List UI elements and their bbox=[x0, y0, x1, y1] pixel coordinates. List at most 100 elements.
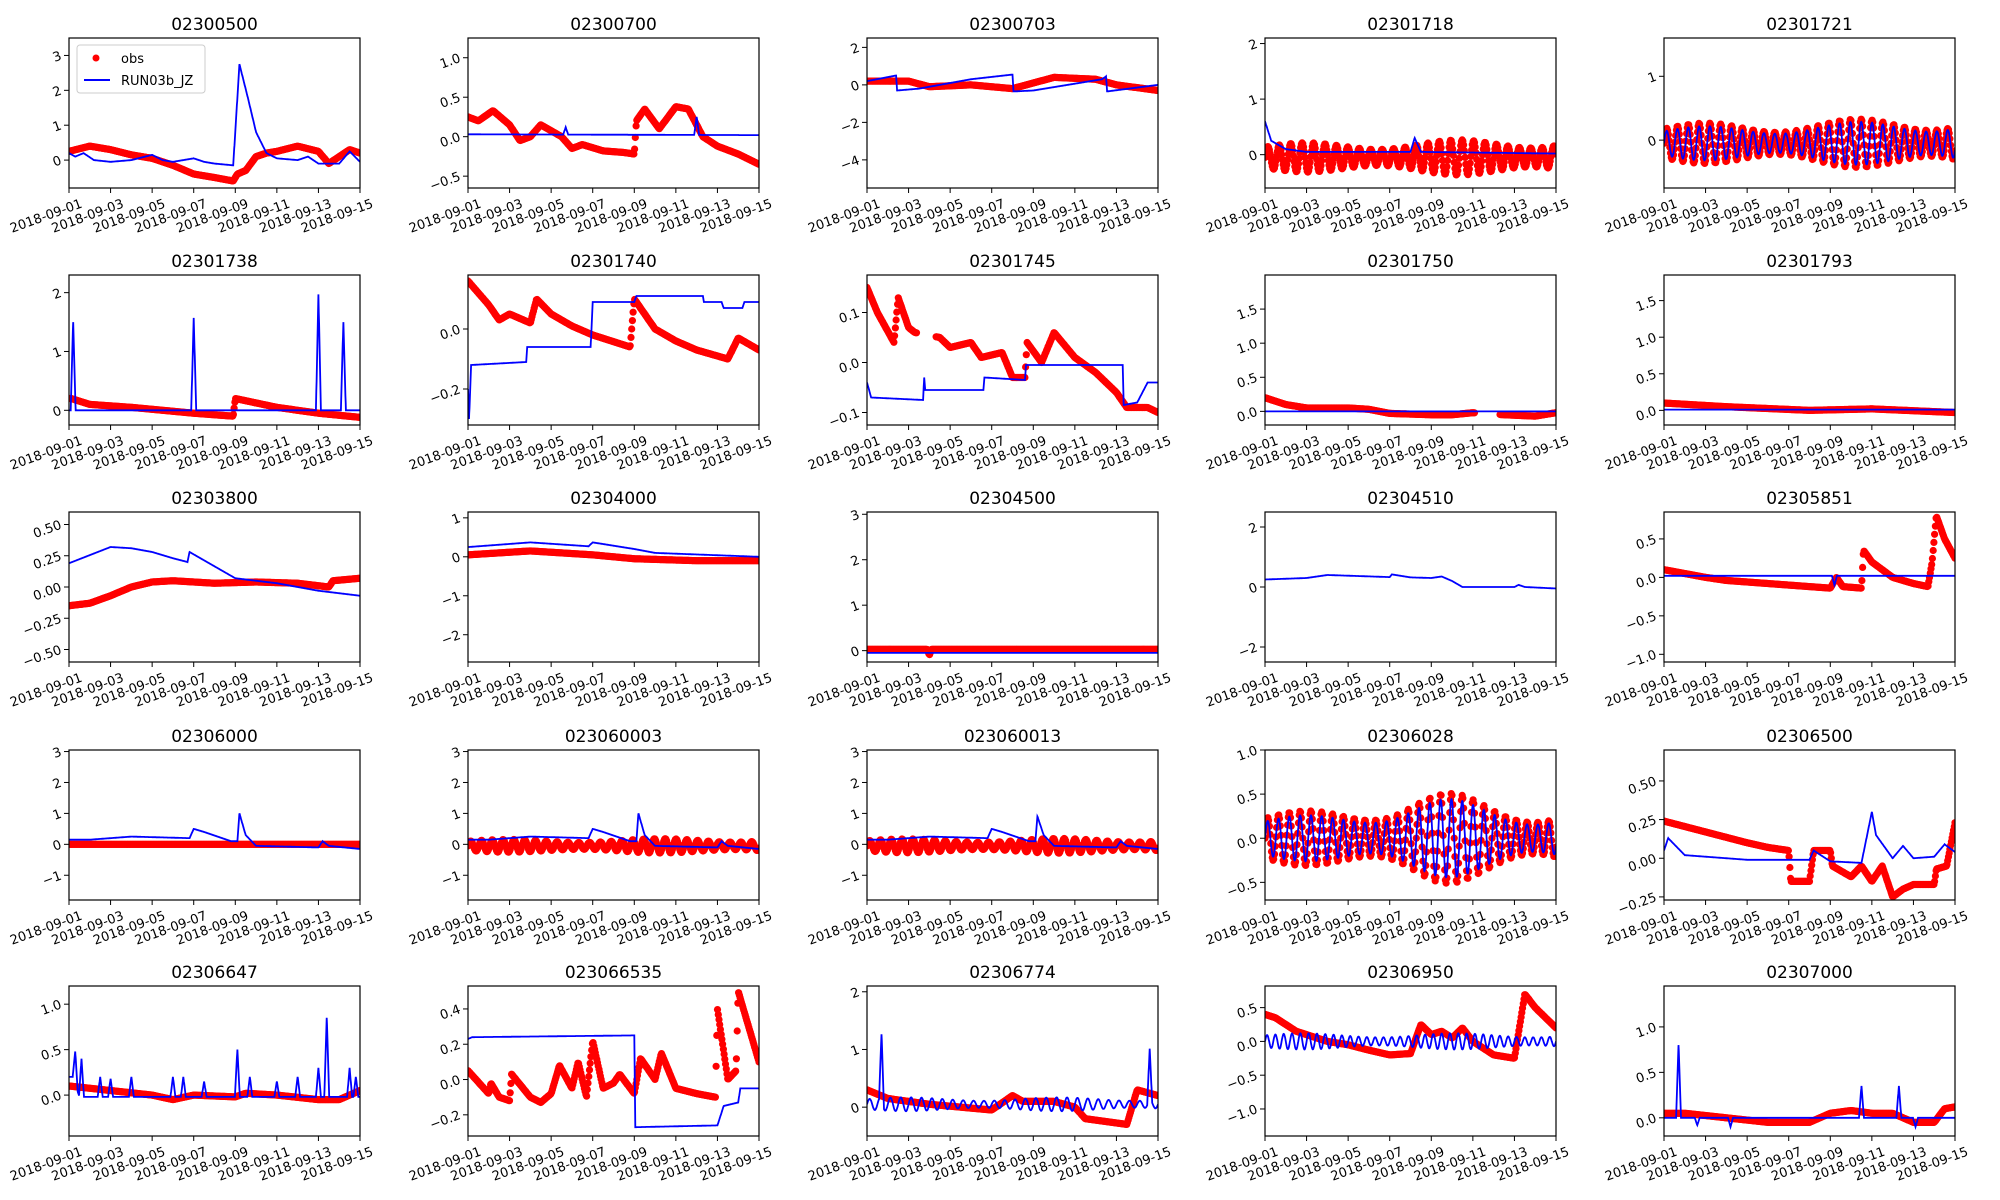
obs-point bbox=[1154, 86, 1158, 95]
axes-frame bbox=[866, 274, 1159, 426]
obs-point bbox=[892, 316, 900, 324]
plot-area bbox=[867, 73, 1158, 95]
subplot-02301750: 023017500.00.51.01.52018-09-012018-09-03… bbox=[1204, 252, 1571, 474]
subplot-title: 02301721 bbox=[1766, 15, 1853, 35]
y-tick-label: 0 bbox=[1247, 148, 1260, 165]
obs-point bbox=[1421, 153, 1429, 161]
obs-point bbox=[632, 122, 640, 130]
y-tick-label: −4 bbox=[839, 153, 862, 174]
y-tick-label: 0.0 bbox=[837, 356, 862, 377]
subplot-02300700: 02300700−0.50.00.51.02018-09-012018-09-0… bbox=[407, 15, 774, 237]
obs-point bbox=[1438, 156, 1447, 164]
model-line bbox=[69, 63, 360, 167]
axes-frame bbox=[467, 274, 760, 426]
plot-area bbox=[1664, 115, 1955, 171]
subplot-title: 02303800 bbox=[171, 489, 258, 509]
plot-area bbox=[468, 541, 759, 565]
y-tick-label: −0.25 bbox=[21, 612, 64, 640]
y-tick-label: 1.0 bbox=[438, 51, 463, 72]
obs-point bbox=[1483, 145, 1491, 153]
obs-point bbox=[1294, 160, 1303, 168]
obs-point bbox=[1295, 154, 1303, 162]
subplot-02301721: 02301721012018-09-012018-09-032018-09-05… bbox=[1603, 15, 1970, 237]
plot-area bbox=[69, 63, 360, 185]
obs-point bbox=[356, 574, 360, 582]
y-tick-label: 0.0 bbox=[1235, 405, 1260, 426]
y-tick-label: −2 bbox=[839, 116, 862, 137]
y-tick-label: 0.0 bbox=[438, 130, 463, 151]
axes-frame bbox=[1663, 274, 1956, 426]
subplot-title: 02301718 bbox=[1367, 15, 1454, 35]
obs-point bbox=[1454, 167, 1462, 175]
legend-model-label: RUN03b_JZ bbox=[121, 74, 193, 89]
legend-obs-marker bbox=[92, 54, 100, 62]
y-tick-label: 0.1 bbox=[837, 306, 862, 327]
subplot-title: 02301793 bbox=[1766, 252, 1853, 272]
obs-point bbox=[1437, 144, 1445, 152]
obs-point bbox=[755, 160, 759, 168]
y-tick-label: 1 bbox=[51, 119, 64, 136]
y-tick-label: 0.5 bbox=[438, 91, 463, 112]
model-line bbox=[867, 364, 1158, 406]
model-line bbox=[867, 73, 1158, 93]
y-tick-label: 1 bbox=[1247, 93, 1260, 110]
obs-point bbox=[891, 332, 899, 340]
plot-area bbox=[1664, 399, 1955, 417]
y-tick-label: 0.25 bbox=[31, 549, 63, 573]
obs-point bbox=[1461, 153, 1469, 161]
obs-point bbox=[627, 333, 635, 341]
y-tick-label: −0.1 bbox=[827, 406, 862, 431]
plot-area bbox=[468, 103, 759, 168]
obs-point bbox=[755, 346, 759, 354]
obs-point bbox=[1455, 154, 1463, 162]
axes-frame bbox=[1264, 37, 1557, 189]
obs-point bbox=[1489, 155, 1497, 163]
y-tick-label: 0 bbox=[849, 78, 862, 95]
obs-point bbox=[912, 329, 921, 337]
obs-point bbox=[631, 145, 639, 153]
y-tick-label: 1 bbox=[51, 345, 64, 362]
obs-point bbox=[1460, 141, 1468, 149]
y-tick-label: 0 bbox=[51, 404, 64, 421]
axes-frame bbox=[68, 37, 361, 189]
subplot-title: 02300703 bbox=[969, 15, 1056, 35]
subplot-title: 02300500 bbox=[171, 15, 258, 35]
obs-point bbox=[1444, 156, 1452, 164]
model-line bbox=[468, 295, 759, 420]
model-line bbox=[69, 546, 360, 597]
obs-point bbox=[356, 413, 360, 421]
model-line bbox=[468, 116, 759, 136]
y-tick-label: 2 bbox=[1247, 37, 1260, 54]
subplot-title: 02301745 bbox=[969, 252, 1056, 272]
obs-point bbox=[1478, 157, 1486, 165]
model-line bbox=[1265, 121, 1556, 155]
obs-point bbox=[893, 308, 901, 316]
plot-area bbox=[69, 546, 360, 610]
obs-point bbox=[628, 317, 637, 325]
obs-point bbox=[629, 308, 637, 316]
obs-point bbox=[1471, 143, 1479, 151]
y-tick-label: 1 bbox=[1646, 70, 1659, 87]
subplot-title: 02300700 bbox=[570, 15, 657, 35]
obs-point bbox=[1301, 153, 1309, 161]
obs-point bbox=[1470, 409, 1479, 417]
subplot-02301740: 02301740−0.20.02018-09-012018-09-032018-… bbox=[407, 252, 774, 474]
obs-point bbox=[1465, 165, 1473, 173]
subplot-02303800: 02303800−0.50−0.250.000.250.502018-09-01… bbox=[8, 489, 375, 711]
model-line bbox=[1664, 120, 1955, 166]
obs-point bbox=[1443, 163, 1451, 171]
subplot-02301718: 023017180122018-09-012018-09-032018-09-0… bbox=[1204, 15, 1571, 237]
y-tick-label: −0.5 bbox=[428, 170, 463, 195]
y-tick-label: 0.5 bbox=[1235, 371, 1260, 392]
y-tick-label: 0.50 bbox=[31, 518, 63, 542]
y-tick-label: 0 bbox=[1646, 134, 1659, 151]
axes-frame bbox=[866, 37, 1159, 189]
obs-point bbox=[1449, 145, 1457, 153]
obs-point bbox=[1466, 159, 1474, 167]
obs-point bbox=[1289, 152, 1297, 160]
obs-point bbox=[1489, 160, 1497, 168]
obs-point bbox=[1427, 154, 1435, 162]
y-tick-label: 0.5 bbox=[1634, 367, 1659, 388]
